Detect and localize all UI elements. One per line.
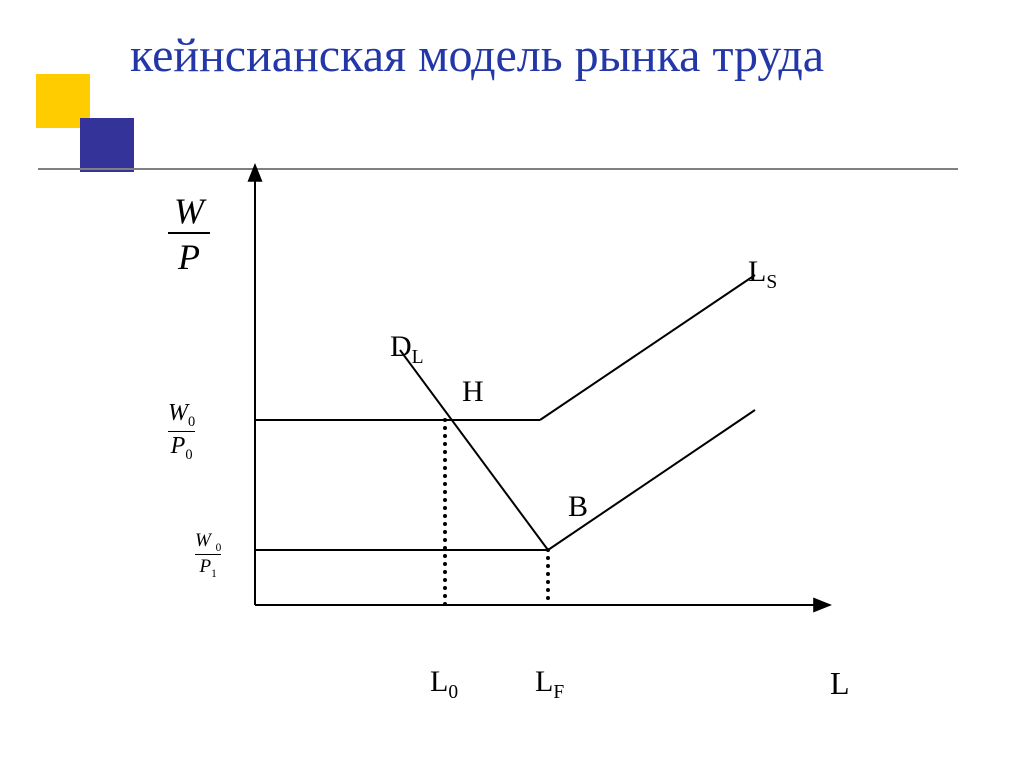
chart-lines <box>255 275 755 550</box>
chart-svg <box>0 0 1024 767</box>
chart-axes <box>248 163 833 613</box>
chart-dotted-lines <box>443 418 550 606</box>
